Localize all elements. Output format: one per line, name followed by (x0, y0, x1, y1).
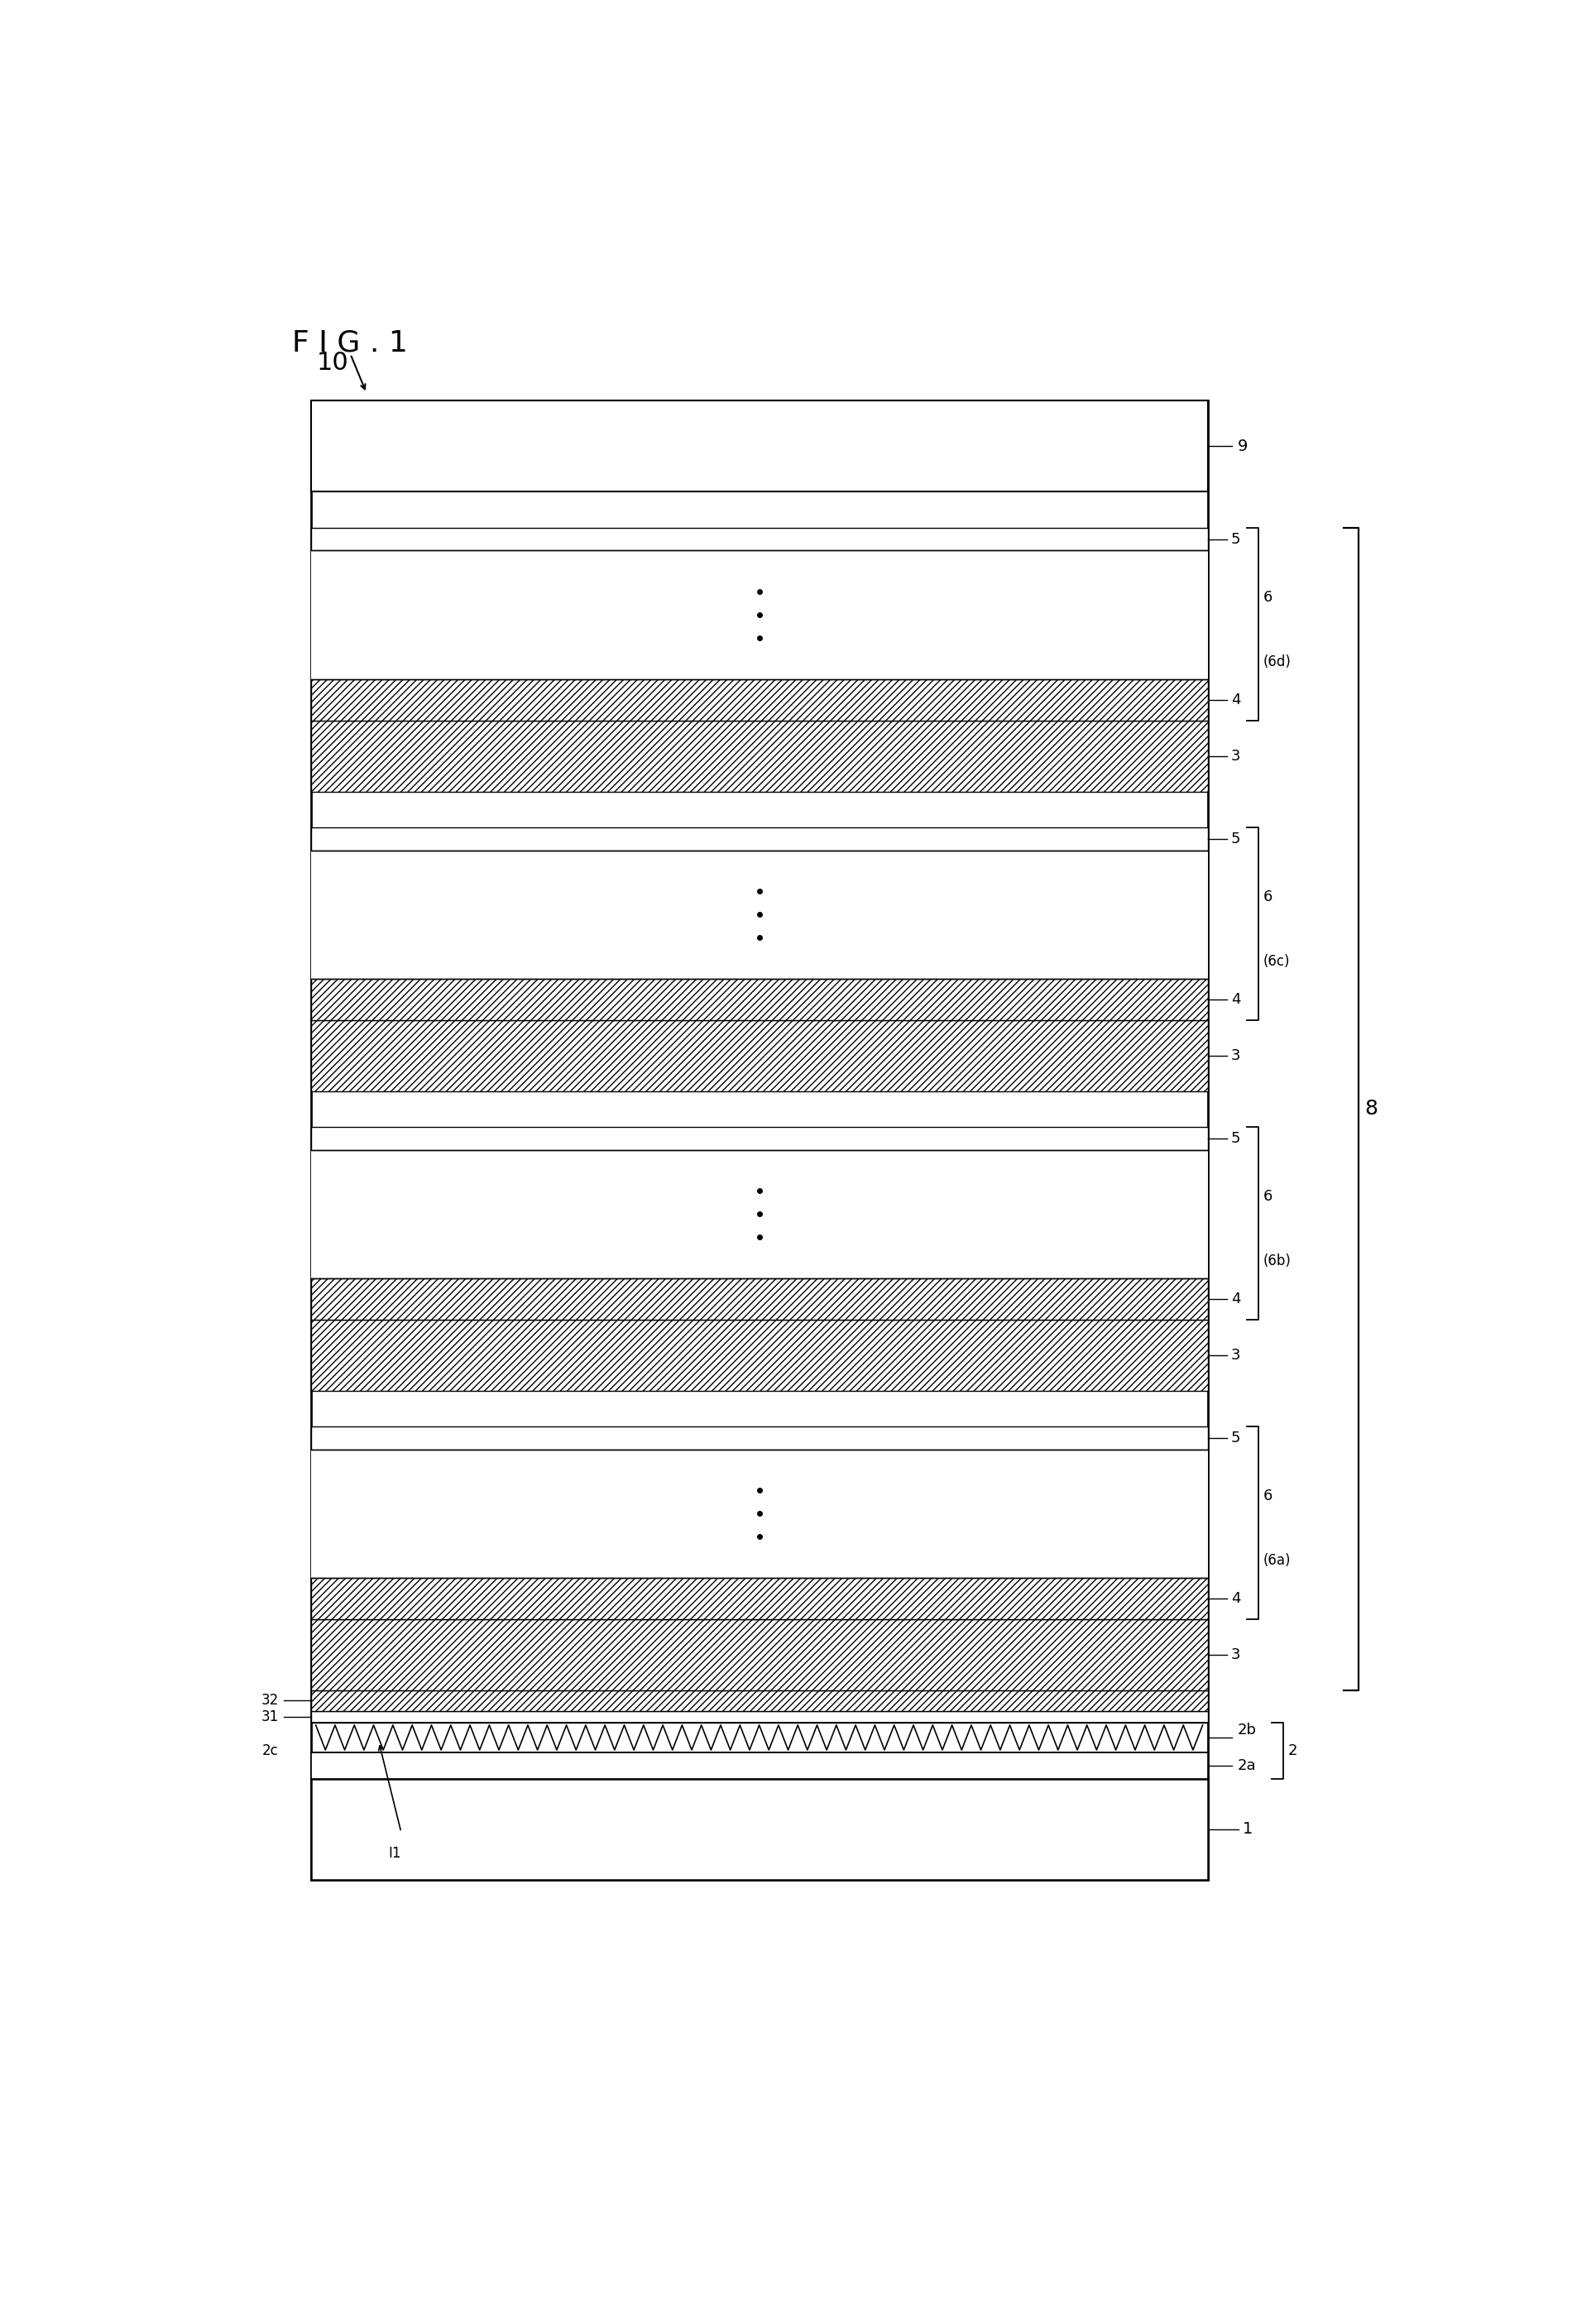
Text: 4: 4 (1231, 1291, 1240, 1307)
Text: 4: 4 (1231, 992, 1240, 1008)
Bar (311, 1279, 1208, 1318)
Text: 8: 8 (1365, 1100, 1377, 1118)
Bar (311, 679, 1208, 720)
Text: 2: 2 (1288, 1744, 1298, 1758)
Bar (311, 1450, 1208, 1578)
Text: (6d): (6d) (1264, 653, 1291, 670)
Text: F I G . 1: F I G . 1 (292, 329, 409, 357)
Bar (311, 1127, 1208, 1150)
Text: 3: 3 (1231, 1047, 1240, 1063)
Bar (311, 1753, 1208, 1779)
Text: 6: 6 (1264, 589, 1272, 605)
Bar (311, 1691, 1208, 1712)
Text: 3: 3 (1231, 1648, 1240, 1661)
Text: (6b): (6b) (1264, 1254, 1291, 1268)
Text: 4: 4 (1231, 1590, 1240, 1606)
Text: 1: 1 (1242, 1822, 1253, 1836)
Text: 31: 31 (262, 1710, 279, 1723)
Bar (311, 550, 1208, 679)
Text: 5: 5 (1231, 831, 1240, 847)
Text: I1: I1 (389, 1845, 402, 1862)
Bar (311, 978, 1208, 1019)
Text: 5: 5 (1231, 1431, 1240, 1445)
Bar (311, 1019, 1208, 1091)
Bar (311, 828, 1208, 849)
Text: 2a: 2a (1237, 1758, 1256, 1774)
Text: 4: 4 (1231, 693, 1240, 706)
Text: 32: 32 (262, 1694, 279, 1707)
Text: (6c): (6c) (1264, 955, 1290, 969)
Text: 3: 3 (1231, 748, 1240, 764)
Bar (311, 1427, 1208, 1450)
Text: 3: 3 (1231, 1348, 1240, 1362)
Bar (311, 527, 1208, 550)
Bar (311, 400, 1208, 492)
Bar (311, 400, 1208, 1880)
Bar (311, 1150, 1208, 1279)
Bar (311, 1712, 1208, 1723)
Bar (311, 720, 1208, 792)
Text: (6a): (6a) (1264, 1553, 1291, 1567)
Text: 10: 10 (318, 350, 350, 375)
Text: 6: 6 (1264, 888, 1272, 904)
Bar (311, 1779, 1208, 1880)
Text: 6: 6 (1264, 1489, 1272, 1503)
Bar (311, 1578, 1208, 1620)
Text: 6: 6 (1264, 1190, 1272, 1203)
Bar (311, 1318, 1208, 1390)
Text: 2c: 2c (262, 1744, 279, 1758)
Text: 5: 5 (1231, 1130, 1240, 1146)
Text: 2b: 2b (1237, 1723, 1256, 1737)
Bar (311, 1620, 1208, 1691)
Text: 9: 9 (1237, 437, 1248, 453)
Bar (311, 849, 1208, 978)
Text: 5: 5 (1231, 532, 1240, 548)
